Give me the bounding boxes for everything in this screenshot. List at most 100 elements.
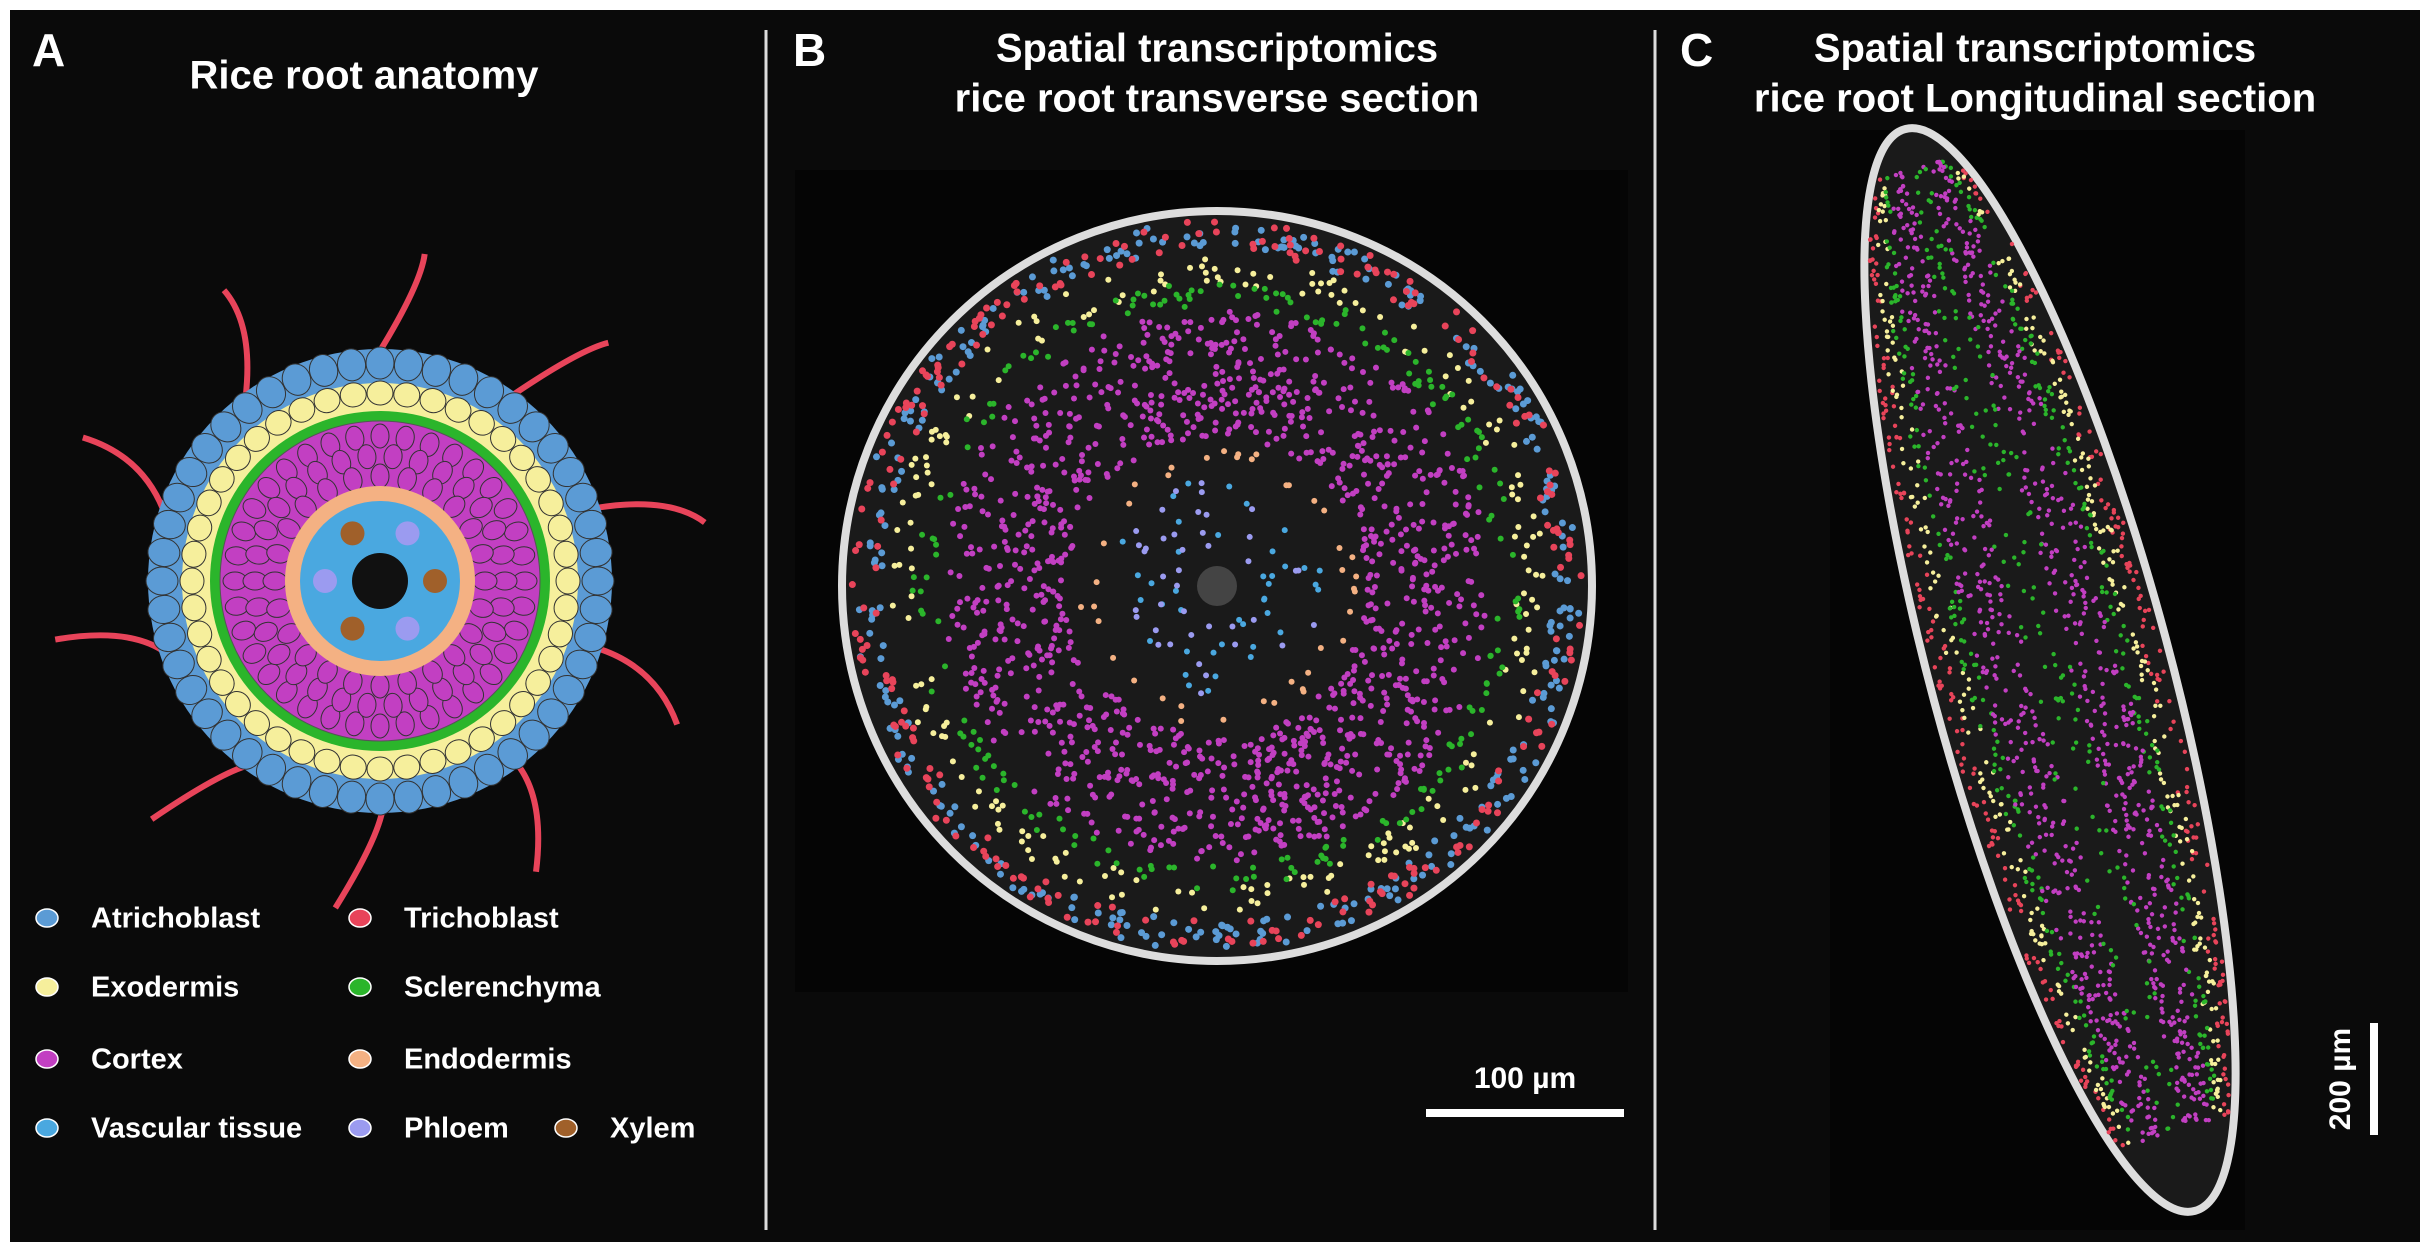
spot	[1399, 656, 1405, 662]
spot	[1097, 255, 1104, 262]
spot	[1432, 562, 1438, 568]
legend-swatch	[349, 1050, 371, 1068]
spot	[1361, 615, 1367, 621]
panel-title: Spatial transcriptomics	[996, 27, 1438, 71]
spot	[1250, 369, 1256, 375]
spot	[1128, 841, 1134, 847]
spot	[889, 419, 896, 426]
spot	[1208, 795, 1214, 801]
spot	[1345, 492, 1351, 498]
spot	[1199, 848, 1205, 854]
spot	[1233, 875, 1239, 881]
spot	[1391, 461, 1397, 467]
spot	[1341, 360, 1347, 366]
spot	[1169, 465, 1175, 471]
spot	[1339, 404, 1345, 410]
spot	[1303, 433, 1309, 439]
spot	[1390, 792, 1396, 798]
spot	[1021, 623, 1027, 629]
spot	[1330, 450, 1336, 456]
spot	[1121, 243, 1128, 250]
spot	[923, 706, 929, 712]
spot	[1412, 473, 1418, 479]
spot	[1352, 647, 1358, 653]
spot	[1041, 519, 1047, 525]
spot	[1499, 664, 1505, 670]
legend-swatch	[36, 978, 58, 996]
spot	[1525, 716, 1532, 723]
spot	[1415, 553, 1421, 559]
spot	[1077, 713, 1083, 719]
spot	[932, 815, 939, 822]
spot	[997, 871, 1004, 878]
spot	[1125, 310, 1131, 316]
spot	[1426, 369, 1432, 375]
spot	[1266, 581, 1272, 587]
spot	[1071, 473, 1077, 479]
spot	[1544, 522, 1551, 529]
spot	[1318, 645, 1324, 651]
spot	[951, 803, 958, 810]
spot	[993, 855, 1000, 862]
spot	[981, 668, 987, 674]
spot	[1120, 442, 1126, 448]
spot	[1066, 645, 1072, 651]
spot	[1133, 229, 1140, 236]
spot	[1288, 451, 1294, 457]
spot	[1108, 792, 1114, 798]
spot	[1506, 402, 1513, 409]
spot	[924, 463, 930, 469]
spot	[1225, 431, 1231, 437]
spot	[1229, 623, 1235, 629]
spot	[1135, 717, 1141, 723]
spot	[1096, 424, 1102, 430]
spot	[939, 781, 946, 788]
spot	[1469, 349, 1476, 356]
spot	[1464, 456, 1470, 462]
spot	[1368, 703, 1374, 709]
spot	[1301, 689, 1307, 695]
spot	[895, 406, 902, 413]
spot	[1510, 552, 1516, 558]
spot	[1043, 445, 1049, 451]
spot	[1384, 453, 1390, 459]
spot	[1336, 545, 1342, 551]
spot	[1438, 644, 1444, 650]
spot	[1398, 531, 1404, 537]
spot	[958, 361, 965, 368]
spot	[1257, 405, 1263, 411]
spot	[1483, 690, 1489, 696]
spot	[1310, 235, 1317, 242]
spot	[1423, 743, 1429, 749]
spot	[1010, 875, 1017, 882]
spot	[983, 304, 990, 311]
spot	[1058, 521, 1064, 527]
spot	[1312, 373, 1318, 379]
spot	[877, 655, 884, 662]
spot	[1179, 242, 1186, 249]
spot	[858, 506, 865, 513]
spot	[1283, 719, 1289, 725]
spot	[1335, 395, 1341, 401]
spot	[1032, 704, 1038, 710]
spot	[1569, 524, 1576, 531]
spot	[1519, 657, 1525, 663]
spot	[1559, 520, 1566, 527]
spot	[958, 823, 965, 830]
spot	[1403, 676, 1409, 682]
spot	[1495, 647, 1501, 653]
panel-letter: C	[1680, 24, 1713, 76]
spot	[1511, 442, 1517, 448]
spot	[1104, 246, 1111, 253]
spot	[1024, 694, 1030, 700]
spot	[1002, 636, 1008, 642]
cell	[366, 347, 394, 379]
spot	[1360, 369, 1366, 375]
cell	[367, 757, 393, 781]
spot	[1376, 626, 1382, 632]
spot	[1219, 406, 1225, 412]
spot	[1317, 568, 1323, 574]
spot	[1399, 568, 1405, 574]
spot	[1443, 393, 1449, 399]
spot	[1118, 869, 1124, 875]
